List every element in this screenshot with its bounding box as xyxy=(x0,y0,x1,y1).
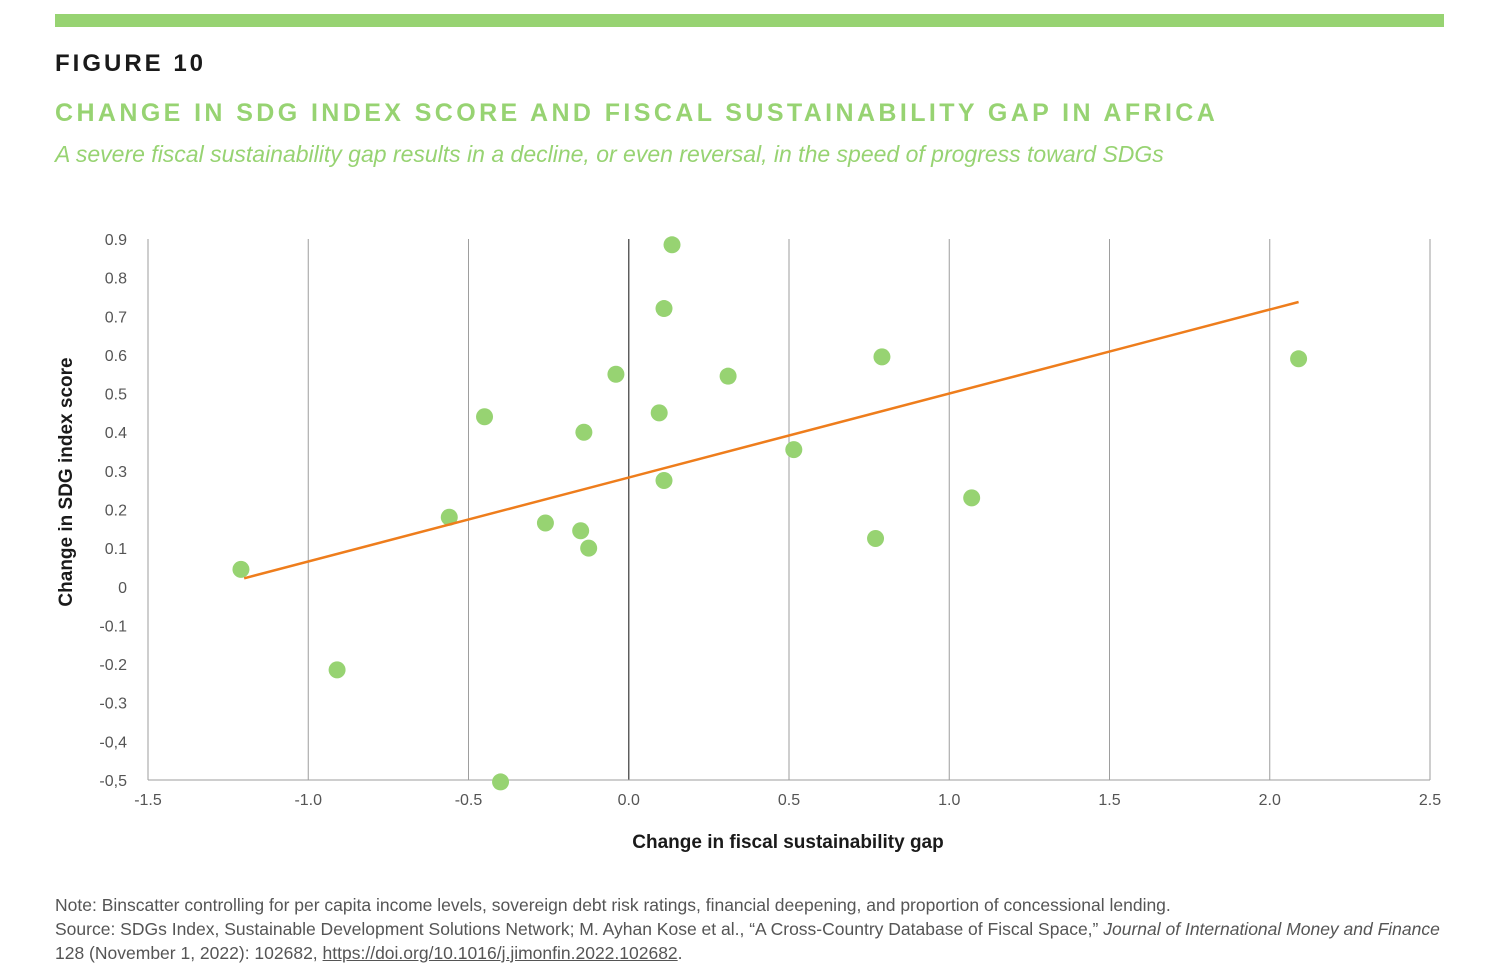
x-tick-label: 0.0 xyxy=(618,792,640,809)
y-tick-label: 0.2 xyxy=(105,503,127,520)
y-tick-label: 0.9 xyxy=(105,232,127,249)
data-point xyxy=(655,472,673,490)
y-tick-label: 0.6 xyxy=(105,348,127,365)
data-point xyxy=(328,661,346,679)
data-point xyxy=(232,560,250,578)
data-point xyxy=(650,404,668,422)
x-tick-label: -1.5 xyxy=(134,792,162,809)
x-tick-label: -1.0 xyxy=(294,792,322,809)
chart-title: CHANGE IN SDG INDEX SCORE AND FISCAL SUS… xyxy=(55,99,1219,127)
data-point xyxy=(572,522,590,540)
y-tick-label: -0.2 xyxy=(99,657,127,674)
data-point xyxy=(440,508,458,526)
y-axis-title: Change in SDG index score xyxy=(56,357,77,606)
top-accent-bar xyxy=(55,14,1444,27)
data-point xyxy=(867,529,885,547)
source-prefix: Source: SDGs Index, Sustainable Developm… xyxy=(55,919,1099,939)
y-tick-label: 0.1 xyxy=(105,541,127,558)
chart-subtitle: A severe fiscal sustainability gap resul… xyxy=(55,141,1164,167)
data-point xyxy=(492,773,510,791)
data-point xyxy=(1290,350,1308,368)
y-tick-label: 0.3 xyxy=(105,464,127,481)
x-tick-label: 1.5 xyxy=(1098,792,1120,809)
data-point xyxy=(785,441,803,459)
data-point xyxy=(655,300,673,318)
chart-notes: Note: Binscatter controlling for per cap… xyxy=(55,893,1455,965)
y-tick-label: 0.5 xyxy=(105,387,127,404)
note-text: Note: Binscatter controlling for per cap… xyxy=(55,895,1171,915)
data-point xyxy=(575,423,593,441)
data-point xyxy=(607,365,625,383)
x-tick-label: 0.5 xyxy=(778,792,800,809)
data-point xyxy=(873,348,891,366)
y-tick-label: 0.7 xyxy=(105,309,127,326)
source-detail: 128 (November 1, 2022): 102682, xyxy=(55,943,318,963)
scatter-chart: -1.5 -1.0 -0.5 0.0 0.5 1.0 1.5 2.0 2.5 0.9 0.8 0.7 0… xyxy=(56,232,1441,853)
doi-link[interactable]: https://doi.org/10.1016/j.jimonfin.2022.… xyxy=(322,943,678,963)
data-point xyxy=(963,489,981,507)
journal-name: Journal of International Money and Finan… xyxy=(1103,919,1440,939)
y-tick-label: 0.4 xyxy=(105,425,127,442)
x-tick-label: -0.5 xyxy=(455,792,483,809)
source-text: Source: SDGs Index, Sustainable Developm… xyxy=(55,919,1440,963)
y-tick-label: 0 xyxy=(118,580,127,597)
x-tick-label: 2.0 xyxy=(1259,792,1281,809)
y-tick-label: -0,5 xyxy=(99,773,127,790)
data-point xyxy=(476,408,494,426)
data-point xyxy=(536,514,554,532)
x-tick-label: 1.0 xyxy=(938,792,960,809)
x-axis-title: Change in fiscal sustainability gap xyxy=(632,832,943,853)
y-tick-label: 0.8 xyxy=(105,271,127,288)
y-tick-label: -0.3 xyxy=(99,696,127,713)
data-point xyxy=(663,236,681,254)
figure-label: FIGURE 10 xyxy=(55,50,207,77)
trend-line xyxy=(243,300,1299,580)
data-point xyxy=(580,539,598,557)
y-tick-label: -0.1 xyxy=(99,618,127,635)
y-tick-label: -0,4 xyxy=(99,734,127,751)
data-point xyxy=(719,367,737,385)
x-tick-label: 2.5 xyxy=(1419,792,1441,809)
